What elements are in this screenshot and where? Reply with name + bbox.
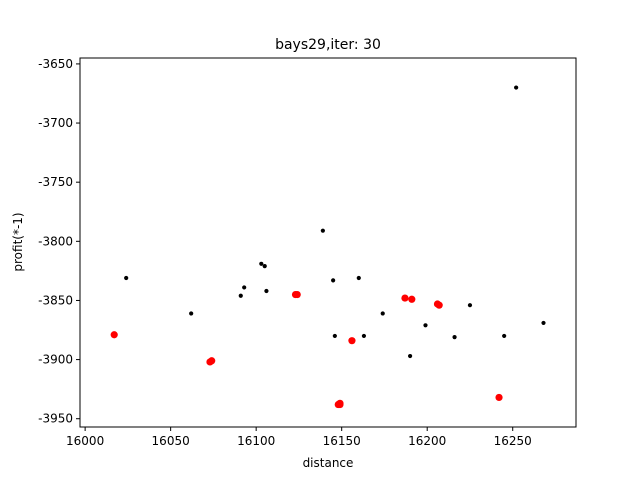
black-data-point (502, 333, 507, 339)
red-data-point (408, 295, 416, 303)
y-tick-label: -3850 (38, 293, 73, 307)
x-tick-label: 16200 (408, 434, 446, 448)
plot-points (110, 85, 546, 409)
black-data-point (423, 323, 428, 328)
x-tick-label: 16250 (494, 434, 532, 448)
black-data-point (262, 264, 267, 269)
chart-title: bays29,iter: 30 (275, 37, 381, 53)
red-data-point (336, 399, 344, 407)
black-data-point (356, 275, 361, 281)
red-data-point (348, 337, 356, 345)
black-data-point (242, 285, 247, 290)
black-data-point (452, 335, 457, 340)
black-data-point (259, 261, 264, 266)
x-tick-label: 16050 (152, 434, 190, 448)
red-data-point (495, 393, 503, 402)
black-data-point (320, 228, 325, 233)
y-axis-label: profit(*-1) (11, 212, 25, 271)
y-tick-label: -3750 (38, 175, 73, 189)
red-data-point (293, 290, 301, 299)
x-axis-label: distance (303, 456, 354, 470)
red-data-point (401, 294, 409, 302)
black-data-point (541, 320, 546, 326)
black-data-point (467, 303, 473, 308)
black-data-point (380, 311, 385, 316)
black-data-point (332, 333, 337, 339)
red-data-point (435, 301, 443, 309)
black-data-point (407, 353, 413, 359)
y-tick-label: -3900 (38, 353, 73, 367)
x-tick-label: 16100 (237, 434, 275, 448)
y-tick-label: -3650 (38, 57, 73, 71)
y-tick-label: -3950 (38, 412, 73, 426)
black-data-point (264, 288, 269, 294)
y-tick-label: -3700 (38, 116, 73, 130)
x-axis: 16000 16050 16100 16150 16200 16250 (66, 427, 532, 448)
x-tick-label: 16150 (323, 434, 361, 448)
y-tick-label: -3800 (38, 234, 73, 248)
black-data-point (361, 333, 367, 339)
x-tick-label: 16000 (66, 434, 104, 448)
red-data-point (208, 357, 216, 365)
y-axis: -3650 -3700 -3750 -3800 -3850 -3900 -3950 (38, 57, 80, 426)
red-data-point (110, 331, 118, 339)
black-data-point (514, 85, 519, 90)
black-data-point (124, 275, 129, 281)
black-data-point (331, 278, 336, 283)
black-data-point (189, 311, 194, 316)
black-data-point (238, 293, 243, 298)
plot-frame (79, 57, 577, 428)
